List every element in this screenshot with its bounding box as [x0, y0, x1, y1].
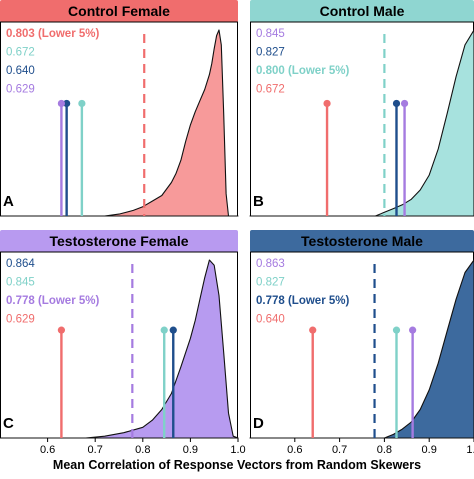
- stat-label: 0.629: [6, 84, 35, 96]
- panel-header: [0, 0, 238, 22]
- density-area: [249, 259, 474, 439]
- stat-point: [392, 99, 401, 108]
- stat-label: 0.864: [6, 258, 35, 270]
- panel-header: [250, 230, 474, 252]
- x-tick-label: 1.0: [466, 444, 474, 456]
- panel-title: Control Female: [68, 3, 170, 19]
- stat-point: [323, 99, 331, 108]
- stat-label: 0.778 (Lower 5%): [6, 295, 99, 307]
- x-tick-label: 0.6: [40, 444, 55, 456]
- x-tick-label: 0.8: [377, 444, 392, 456]
- panel-b: Control Male 0.845 0.827 0.800 (Lower 5%) 0.…: [249, 0, 474, 217]
- x-tick-label: 0.9: [183, 444, 198, 456]
- stat-point: [63, 99, 71, 108]
- panel-title: Control Male: [320, 3, 405, 19]
- density-area: [249, 29, 474, 217]
- stat-label: 0.845: [256, 28, 285, 40]
- stat-label: 0.800 (Lower 5%): [256, 65, 349, 77]
- panel-a: Control Female 0.803 (Lower 5%) 0.672 0.640…: [0, 0, 239, 217]
- panel-c: Testosterone Female 0.864 0.845 0.778 (Lowe…: [0, 230, 246, 456]
- stat-label: 0.803 (Lower 5%): [6, 28, 99, 40]
- x-tick-label: 0.9: [422, 444, 437, 456]
- stat-label: 0.672: [256, 84, 285, 96]
- stat-point: [78, 99, 86, 108]
- stat-point: [169, 326, 177, 334]
- stat-point: [409, 326, 417, 334]
- stat-label: 0.863: [256, 258, 285, 270]
- stat-point: [57, 99, 66, 108]
- stat-point: [309, 326, 317, 334]
- density-area: [0, 29, 239, 217]
- stat-point: [57, 326, 66, 334]
- panel-letter: A: [3, 193, 14, 210]
- stat-label: 0.827: [256, 277, 285, 289]
- stat-label: 0.629: [6, 314, 35, 326]
- panel-header: [0, 230, 238, 252]
- stat-label: 0.827: [256, 47, 285, 59]
- panel-letter: D: [253, 415, 264, 432]
- x-tick-label: 0.6: [287, 444, 302, 456]
- stat-label: 0.672: [6, 47, 35, 59]
- x-tick-label: 1.0: [230, 444, 245, 456]
- panel-title: Testosterone Female: [49, 233, 188, 249]
- panel-d: Testosterone Male 0.863 0.827 0.778 (Lower …: [249, 230, 474, 456]
- panel-title: Testosterone Male: [301, 233, 423, 249]
- stat-point: [400, 99, 409, 108]
- stat-label: 0.845: [6, 277, 35, 289]
- stat-label: 0.640: [6, 65, 35, 77]
- x-tick-label: 0.7: [88, 444, 103, 456]
- stat-label: 0.640: [256, 314, 285, 326]
- x-tick-label: 0.7: [332, 444, 347, 456]
- panel-letter: C: [3, 415, 14, 432]
- panel-header: [250, 0, 474, 22]
- x-axis-label: Mean Correlation of Response Vectors fro…: [53, 458, 421, 472]
- stat-point: [160, 326, 168, 334]
- x-tick-label: 0.8: [135, 444, 150, 456]
- panel-letter: B: [253, 193, 264, 210]
- stat-label: 0.778 (Lower 5%): [256, 295, 349, 307]
- stat-point: [392, 326, 401, 334]
- density-area: [0, 259, 239, 439]
